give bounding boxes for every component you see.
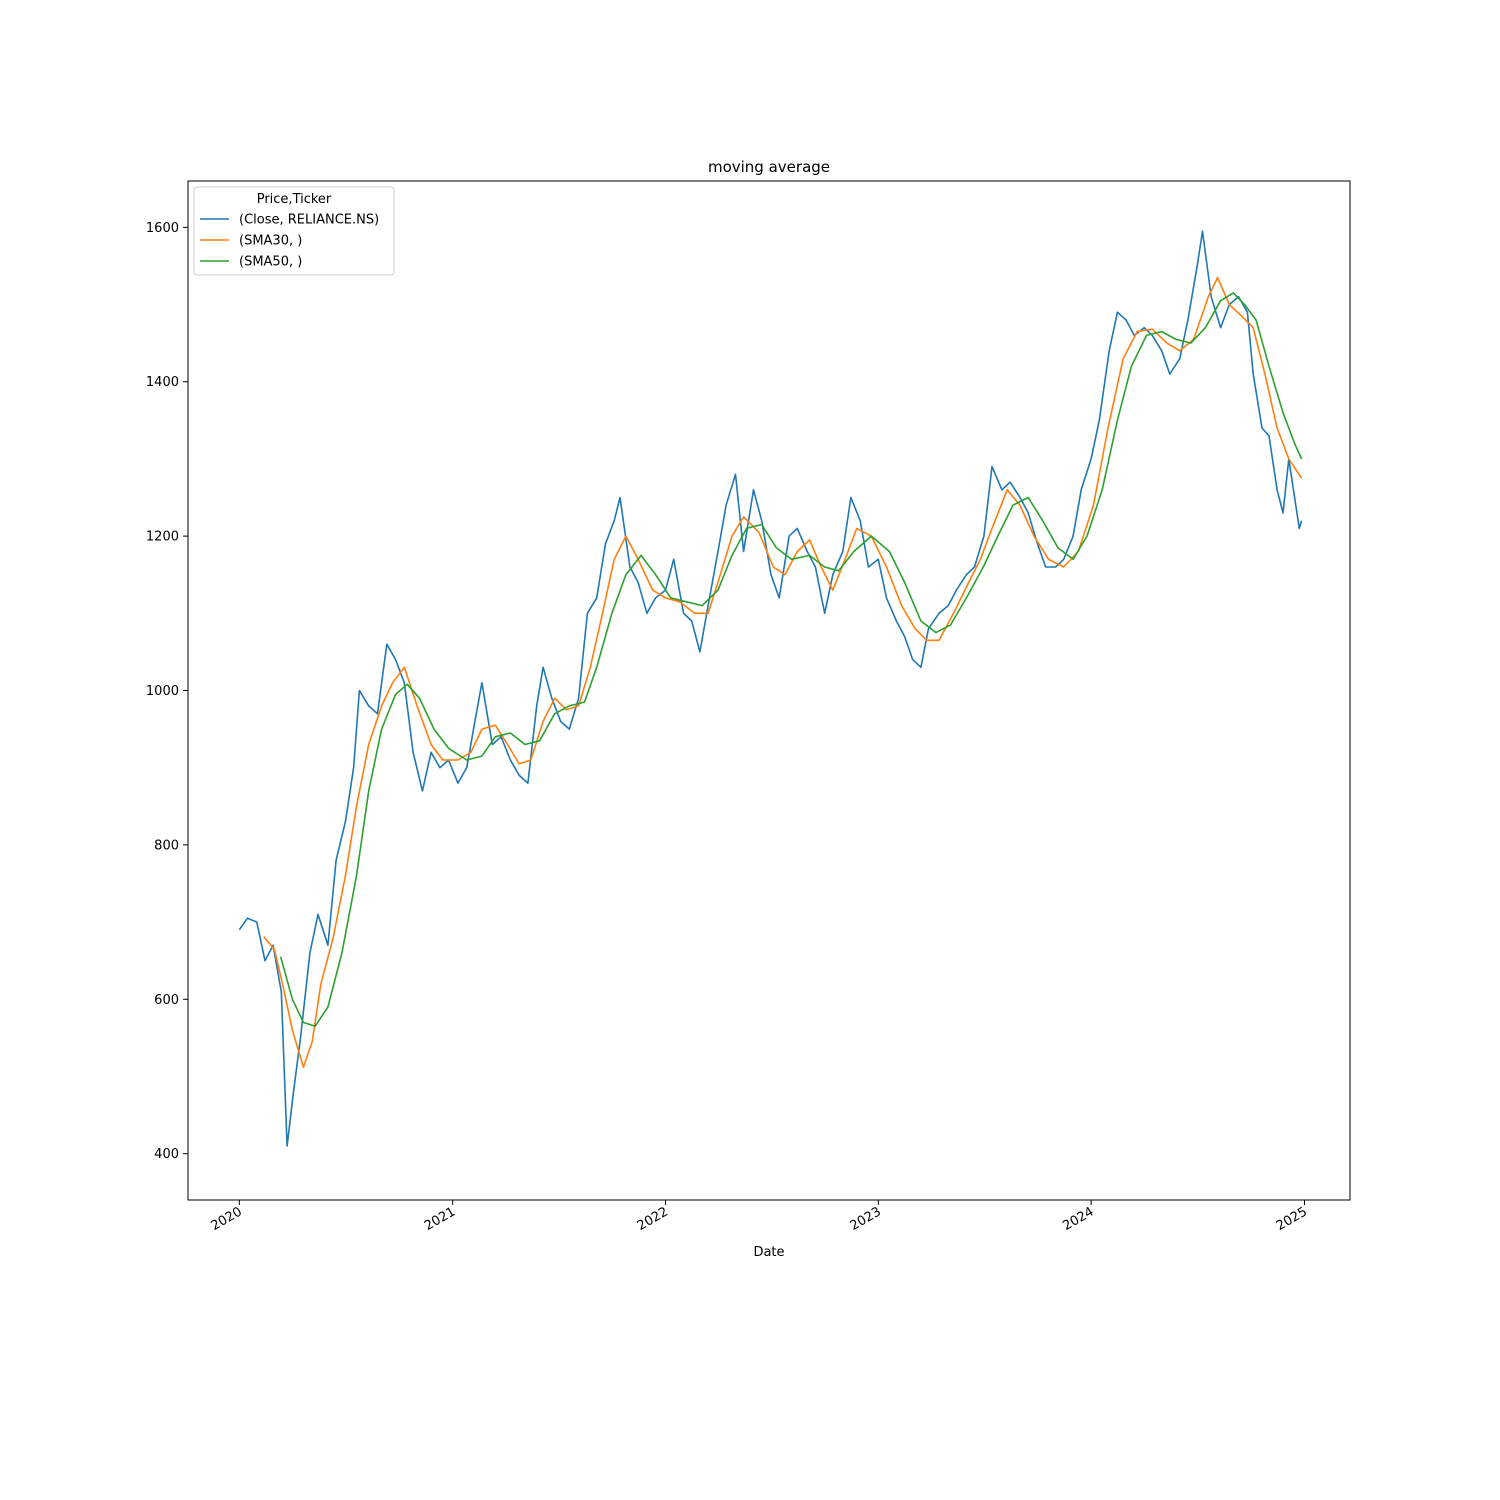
y-tick-label: 800 [154,838,179,853]
y-tick-label: 1000 [146,684,179,699]
legend-title: Price,Ticker [257,192,332,207]
series-line-3 [279,292,1303,1028]
legend-box [193,186,395,276]
legend-label-3: (SMA50, ) [239,255,302,270]
y-tick-label: 1400 [146,375,179,390]
y-tick-label: 1200 [146,530,179,545]
chart-title: moving average [708,158,830,176]
legend: Price,Ticker (Close, RELIANCE.NS) (SMA30,… [193,186,395,276]
series-line-1 [238,230,1303,1147]
series-line-2 [263,276,1303,1068]
legend-entries: (Close, RELIANCE.NS) (SMA30, ) (SMA50, ) [200,213,379,270]
x-axis-label: Date [753,1245,784,1260]
y-tick-label: 600 [154,993,179,1008]
series-layer [238,230,1303,1147]
legend-label-2: (SMA30, ) [239,234,302,249]
plot-area [238,230,1303,1147]
legend-label-1: (Close, RELIANCE.NS) [239,213,379,228]
y-tick-label: 1600 [146,221,179,236]
y-tick-label: 400 [154,1147,179,1162]
y-axis: 400 600 800 1000 1200 1400 1600 [146,221,188,1162]
